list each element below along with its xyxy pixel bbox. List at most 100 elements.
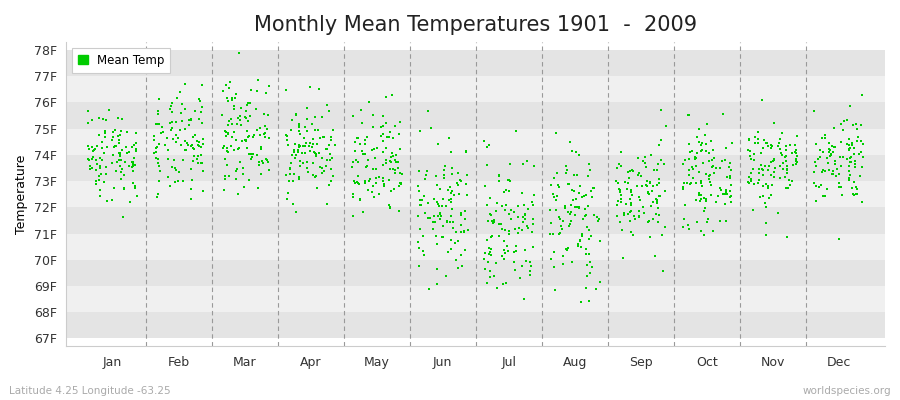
Point xyxy=(356,208,370,215)
Point xyxy=(114,166,129,172)
Point xyxy=(347,180,362,186)
Point xyxy=(116,214,130,220)
Point xyxy=(507,249,521,255)
Point xyxy=(719,189,733,195)
Point xyxy=(227,129,241,135)
Point xyxy=(309,152,323,159)
Point xyxy=(771,143,786,150)
Point xyxy=(382,134,397,140)
Point xyxy=(645,188,660,194)
Point xyxy=(323,157,338,163)
Point xyxy=(580,273,594,280)
Point xyxy=(415,197,429,204)
Point xyxy=(413,202,428,208)
Point xyxy=(627,216,642,222)
Point xyxy=(652,193,666,200)
Point xyxy=(262,167,276,173)
Point xyxy=(760,167,775,173)
Point xyxy=(723,188,737,194)
Point xyxy=(259,155,274,162)
Point xyxy=(848,161,862,168)
Point xyxy=(112,137,127,144)
Point xyxy=(309,173,323,179)
Point xyxy=(543,231,557,238)
Point xyxy=(646,183,661,190)
Point xyxy=(302,143,317,149)
Point xyxy=(842,145,857,151)
Point xyxy=(743,170,758,176)
Point xyxy=(609,202,624,208)
Point xyxy=(348,156,363,163)
Point xyxy=(700,121,715,128)
Point xyxy=(392,170,407,176)
Point xyxy=(285,152,300,158)
Point xyxy=(508,209,522,215)
Point xyxy=(556,260,571,267)
Point xyxy=(684,180,698,186)
Point xyxy=(86,153,100,160)
Point xyxy=(524,263,538,269)
Point xyxy=(375,138,390,144)
Point xyxy=(308,174,322,181)
Point xyxy=(87,147,102,154)
Point xyxy=(579,192,593,198)
Point xyxy=(582,161,597,168)
Point xyxy=(650,167,664,173)
Point xyxy=(412,197,427,203)
Point xyxy=(561,167,575,173)
Point xyxy=(124,159,139,165)
Point xyxy=(698,198,713,204)
Point xyxy=(115,147,130,153)
Point xyxy=(246,134,260,140)
Point xyxy=(412,128,427,134)
Point xyxy=(654,137,669,144)
Point xyxy=(613,189,627,196)
Point xyxy=(166,136,180,142)
Point xyxy=(94,186,108,193)
Point xyxy=(691,169,706,175)
Point xyxy=(307,150,321,156)
Point xyxy=(293,142,308,149)
Point xyxy=(832,184,846,190)
Point xyxy=(546,248,561,255)
Point xyxy=(158,142,172,149)
Point xyxy=(122,149,137,156)
Point xyxy=(220,95,234,102)
Point xyxy=(826,149,841,156)
Point xyxy=(718,145,733,151)
Point xyxy=(624,208,638,214)
Point xyxy=(694,192,708,198)
Point xyxy=(121,149,135,156)
Point xyxy=(370,145,384,152)
Point xyxy=(179,146,194,153)
Point xyxy=(698,232,712,238)
Point xyxy=(526,244,540,250)
Point xyxy=(262,83,276,89)
Point xyxy=(102,107,116,114)
Point xyxy=(773,150,788,156)
Point xyxy=(504,216,518,222)
Point xyxy=(384,154,399,160)
Point xyxy=(620,210,634,217)
Point xyxy=(582,227,597,233)
Point xyxy=(99,170,113,177)
Point xyxy=(815,167,830,174)
Point xyxy=(620,180,634,186)
Point xyxy=(178,147,193,153)
Point xyxy=(850,134,865,141)
Point xyxy=(427,218,441,225)
Point xyxy=(642,217,656,224)
Point xyxy=(382,128,397,135)
Point xyxy=(502,210,517,217)
Point xyxy=(783,142,797,148)
Point xyxy=(166,119,180,126)
Point xyxy=(322,142,337,148)
Point xyxy=(430,241,445,248)
Point xyxy=(855,164,869,170)
Point xyxy=(788,149,803,156)
Point xyxy=(191,152,205,159)
Point xyxy=(85,164,99,171)
Point xyxy=(652,180,667,186)
Point xyxy=(746,207,760,213)
Point xyxy=(118,159,132,165)
